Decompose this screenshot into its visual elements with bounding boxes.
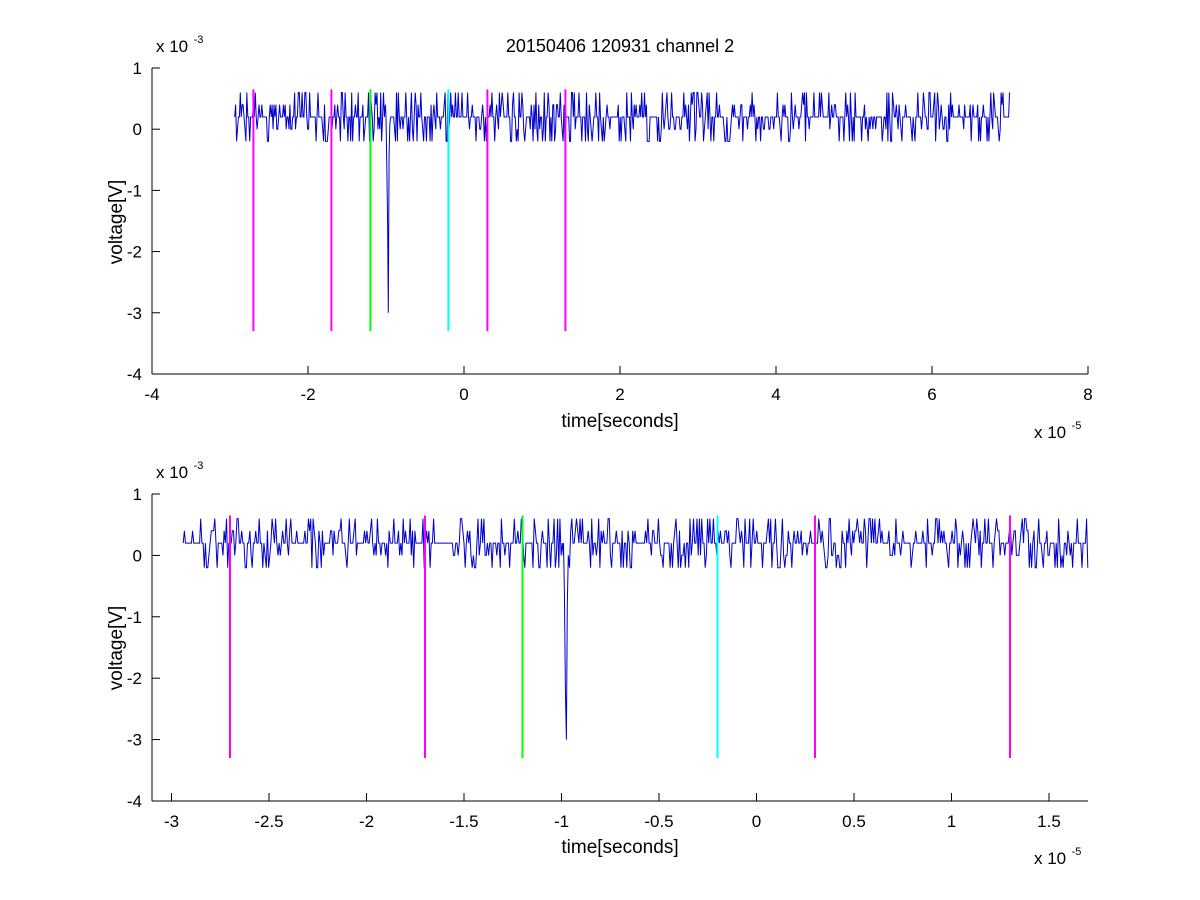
x-tick-label: 0 <box>459 385 468 404</box>
x-tick-label: 4 <box>771 385 780 404</box>
plot-title: 20150406 120931 channel 2 <box>506 36 734 56</box>
bottom-axes <box>151 494 1088 802</box>
x-tick-label: 2 <box>615 385 624 404</box>
y-tick-label: -4 <box>127 365 142 384</box>
bottom-y-ticks: 1 0 -1 -2 -3 -4 <box>127 485 160 811</box>
x-tick-label: 8 <box>1083 385 1092 404</box>
y-tick-label: 0 <box>133 546 142 565</box>
x-tick-label: -2 <box>300 385 315 404</box>
top-x-ticks: -4 -2 0 2 4 6 8 <box>144 366 1093 404</box>
top-plot-panel: 20150406 120931 channel 2 -4 -2 0 2 4 6 8 10-1… <box>106 34 1093 442</box>
y-tick-label: -4 <box>127 792 142 811</box>
x-tick-label: -0.5 <box>644 812 673 831</box>
x-tick-label: 1 <box>947 812 956 831</box>
bottom-x-axis-label: time[seconds] <box>561 837 678 858</box>
x-tick-label: 0 <box>752 812 761 831</box>
bottom-signal-group <box>182 518 1089 740</box>
top-signal-group <box>234 92 1010 313</box>
x-tick-label: -2 <box>359 812 374 831</box>
x-tick-label: 0.5 <box>842 812 866 831</box>
bottom-x-ticks: -3 -2.5 -2 -1.5 -1 -0.5 0 0.5 1 1.5 <box>164 793 1061 831</box>
top-y-ticks: 1 0 -1 -2 -3 -4 <box>127 59 160 384</box>
bottom-x-exponent: x 10 -5 <box>1034 846 1081 868</box>
y-tick-label: -1 <box>127 608 142 627</box>
x-tick-label: -1 <box>554 812 569 831</box>
bottom-plot-area <box>152 494 1088 801</box>
y-tick-label: -3 <box>127 304 142 323</box>
y-tick-label: -3 <box>127 731 142 750</box>
x-tick-label: -4 <box>144 385 159 404</box>
y-tick-label: -1 <box>127 181 142 200</box>
x-tick-label: -1.5 <box>449 812 478 831</box>
bottom-marker-lines <box>229 515 1011 759</box>
top-marker-lines <box>252 89 567 332</box>
bottom-y-axis-label: voltage[V] <box>106 606 127 691</box>
signal-trace <box>234 92 1010 313</box>
y-tick-label: -2 <box>127 243 142 262</box>
top-x-axis-label: time[seconds] <box>561 411 678 432</box>
x-tick-label: 1.5 <box>1037 812 1061 831</box>
x-tick-label: -2.5 <box>254 812 283 831</box>
y-tick-label: -2 <box>127 669 142 688</box>
y-tick-label: 1 <box>133 485 142 504</box>
top-plot-area <box>152 68 1088 374</box>
x-tick-label: 6 <box>927 385 936 404</box>
y-tick-label: 1 <box>133 59 142 78</box>
bottom-y-exponent: x 10 -3 <box>156 460 203 482</box>
y-tick-label: 0 <box>133 120 142 139</box>
bottom-plot-panel: -3 -2.5 -2 -1.5 -1 -0.5 0 0.5 1 1.5 1 0 -1 -2 -3 -4 ti… <box>106 460 1089 868</box>
signal-trace <box>182 518 1089 740</box>
top-x-exponent: x 10 -5 <box>1034 420 1081 442</box>
top-y-axis-label: voltage[V] <box>106 180 127 265</box>
top-y-exponent: x 10 -3 <box>156 34 203 56</box>
x-tick-label: -3 <box>164 812 179 831</box>
